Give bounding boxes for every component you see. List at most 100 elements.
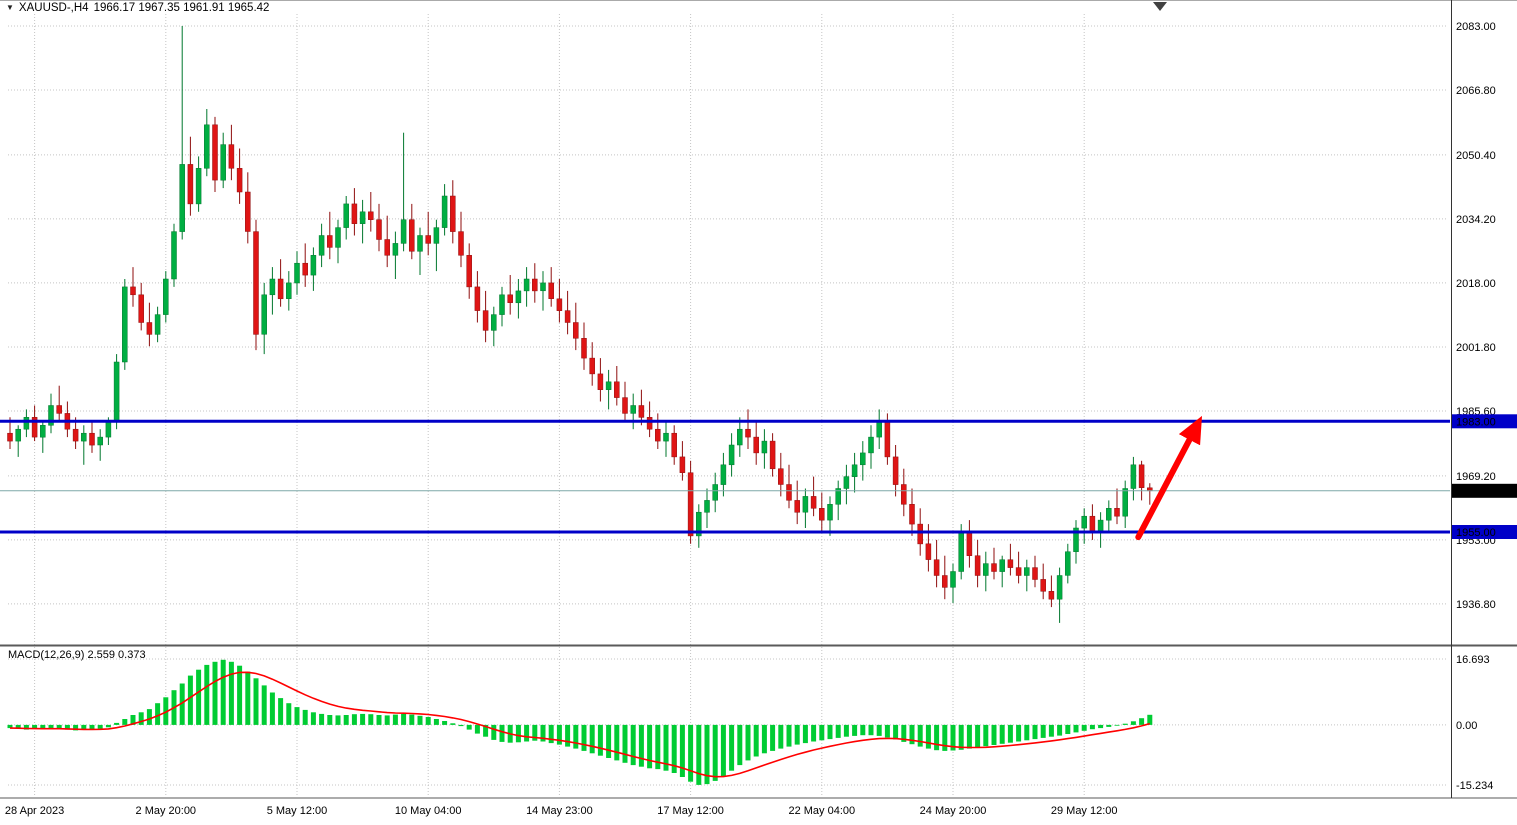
macd-histogram-bar xyxy=(647,724,653,769)
macd-histogram-bar xyxy=(753,724,759,757)
candle xyxy=(589,357,595,375)
candle xyxy=(704,500,710,513)
candle xyxy=(81,432,87,442)
candle xyxy=(827,504,833,521)
candle xyxy=(359,211,366,224)
one-click-trading-expand-icon[interactable]: ▼ xyxy=(6,3,14,12)
candle xyxy=(97,436,103,446)
candle xyxy=(204,124,210,169)
candle xyxy=(901,484,907,505)
macd-histogram-bar xyxy=(7,724,13,729)
macd-histogram-bar xyxy=(146,709,152,725)
macd-histogram-bar xyxy=(1040,724,1046,738)
macd-histogram-bar xyxy=(622,724,628,763)
macd-histogram-bar xyxy=(179,683,185,725)
candle xyxy=(1106,508,1112,521)
macd-histogram-bar xyxy=(999,724,1005,744)
candle xyxy=(450,195,456,232)
macd-histogram-bar xyxy=(343,715,349,725)
time-axis-label: 14 May 23:00 xyxy=(526,805,593,817)
macd-histogram-bar xyxy=(335,715,341,725)
candle xyxy=(179,164,185,232)
candle xyxy=(171,231,177,280)
current-price-tag-label: 1965.42 xyxy=(1456,486,1496,498)
candle xyxy=(392,243,399,256)
macd-histogram-bar xyxy=(901,724,907,742)
candle xyxy=(294,262,300,284)
macd-histogram-bar xyxy=(392,714,398,725)
candle xyxy=(843,476,850,489)
candle xyxy=(1073,527,1079,552)
macd-axis-label: -15.234 xyxy=(1456,780,1493,792)
candle xyxy=(917,523,923,545)
candle xyxy=(1040,579,1046,592)
level-price-tag xyxy=(1452,525,1517,539)
macd-histogram-bar xyxy=(278,698,284,725)
candle xyxy=(286,282,292,299)
candle xyxy=(966,531,973,556)
macd-histogram-bar xyxy=(384,715,390,725)
candle xyxy=(384,239,390,256)
macd-histogram-bar xyxy=(1098,724,1104,729)
macd-histogram-bar xyxy=(860,724,866,736)
candle xyxy=(154,314,161,335)
macd-histogram-bar xyxy=(975,724,981,748)
macd-histogram-bar xyxy=(893,724,899,740)
candle xyxy=(56,405,62,414)
candle xyxy=(991,563,997,572)
time-axis-label: 2 May 20:00 xyxy=(136,805,197,817)
macd-histogram-bar xyxy=(138,712,144,725)
macd-histogram-bar xyxy=(450,723,456,725)
candle xyxy=(72,428,79,442)
macd-histogram-bar xyxy=(720,724,726,777)
macd-histogram-bar xyxy=(852,724,858,736)
macd-histogram-bar xyxy=(770,724,776,751)
macd-histogram-bar xyxy=(327,715,333,725)
macd-histogram-bar xyxy=(983,724,989,747)
macd-axis-label: 0.00 xyxy=(1456,720,1477,732)
macd-histogram-bar xyxy=(1048,724,1054,737)
candle xyxy=(138,294,144,323)
candle xyxy=(187,164,194,205)
macd-histogram-bar xyxy=(540,724,546,742)
candle xyxy=(425,235,431,244)
candle xyxy=(1097,519,1104,533)
macd-histogram-bar xyxy=(376,715,382,725)
time-axis-label: 28 Apr 2023 xyxy=(5,805,64,817)
candle xyxy=(236,168,243,193)
macd-histogram-bar xyxy=(655,724,661,770)
candle xyxy=(491,314,497,331)
candle xyxy=(884,421,891,458)
price-axis-label: 2001.80 xyxy=(1456,342,1496,354)
price-axis-label: 1936.80 xyxy=(1456,599,1496,611)
macd-histogram-bar xyxy=(499,724,505,742)
macd-histogram-bar xyxy=(368,714,374,725)
macd-histogram-bar xyxy=(868,724,874,736)
macd-histogram-bar xyxy=(704,724,710,785)
macd-histogram-bar xyxy=(1016,724,1022,742)
macd-histogram-bar xyxy=(835,724,841,738)
macd-histogram-bar xyxy=(942,724,948,751)
candle xyxy=(532,278,538,292)
macd-histogram-bar xyxy=(73,724,79,731)
candle xyxy=(892,456,899,485)
macd-histogram-bar xyxy=(745,724,751,761)
candle xyxy=(1007,559,1014,568)
candle xyxy=(40,425,46,438)
level-price-tag-label: 1955.00 xyxy=(1456,527,1496,539)
macd-histogram-bar xyxy=(1147,714,1153,725)
macd-histogram-bar xyxy=(105,724,111,728)
trend-arrow[interactable] xyxy=(1135,415,1203,541)
candle xyxy=(23,417,30,430)
macd-histogram-bar xyxy=(688,724,694,782)
macd-histogram-bar xyxy=(1114,724,1120,726)
macd-histogram-bar xyxy=(712,724,718,781)
candle xyxy=(556,298,563,311)
time-axis-label: 17 May 12:00 xyxy=(657,805,724,817)
candle xyxy=(343,203,349,228)
candle xyxy=(614,381,620,398)
candle xyxy=(261,294,267,335)
macd-histogram-bar xyxy=(442,721,448,725)
